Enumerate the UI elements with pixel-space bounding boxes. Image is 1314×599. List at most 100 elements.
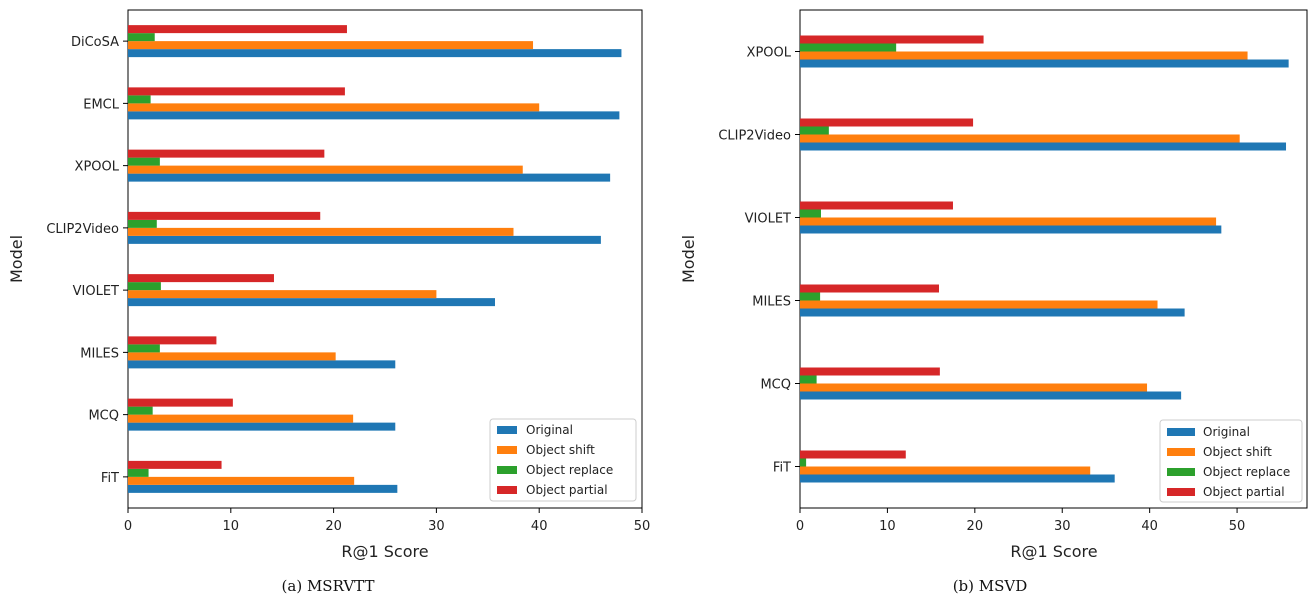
legend: Original Object shift Object replace Obj… [1159, 419, 1303, 503]
y-tick-label-miles: MILES [752, 295, 791, 310]
bar-fit-object-partial [128, 460, 222, 469]
bar-mcq-original [128, 422, 396, 431]
bar-dicosa-object-replace [128, 33, 155, 42]
legend-label-original: Original [526, 423, 573, 437]
bar-mcq-original [800, 391, 1182, 400]
bar-miles-object-partial [800, 284, 939, 293]
bar-xpool-original [800, 59, 1289, 68]
bar-violet-original [800, 225, 1222, 234]
legend-box [1159, 419, 1303, 503]
legend-swatch-object-replace [1167, 468, 1195, 476]
legend-label-object-replace: Object replace [526, 463, 613, 477]
bar-violet-object-replace [800, 209, 821, 218]
bar-fit-object-shift [128, 476, 355, 485]
bar-clip2video-object-replace [128, 219, 157, 228]
legend-swatch-original [497, 426, 517, 434]
x-tick-label-40: 40 [531, 519, 548, 534]
x-axis-label: R@1 Score [1010, 542, 1097, 561]
y-tick-label-fit: FiT [773, 461, 791, 476]
y-tick-label-fit: FiT [101, 471, 119, 486]
legend-label-original: Original [1203, 425, 1250, 439]
legend: Original Object shift Object replace Obj… [489, 418, 637, 502]
bar-marks [128, 25, 622, 493]
bar-xpool-object-replace [800, 43, 897, 52]
caption-msvd: (b) MSVD [953, 577, 1028, 595]
x-tick-label-0: 0 [124, 519, 132, 534]
bar-xpool-object-shift [128, 165, 523, 174]
x-tick-group: 0 10 20 30 40 50 [796, 508, 1245, 534]
x-tick-label-50: 50 [634, 519, 651, 534]
bar-miles-original [800, 308, 1185, 317]
y-tick-label-clip2video: CLIP2Video [46, 222, 119, 237]
x-tick-group: 0 10 20 30 40 50 [124, 508, 650, 534]
legend-swatch-object-partial [1167, 488, 1195, 496]
bar-emcl-object-partial [128, 87, 345, 96]
bar-fit-original [128, 484, 398, 493]
y-tick-label-violet: VIOLET [745, 212, 791, 227]
y-tick-label-miles: MILES [80, 346, 119, 361]
bar-miles-object-replace [800, 292, 821, 301]
bar-fit-object-shift [800, 466, 1091, 475]
legend-label-object-partial: Object partial [1203, 485, 1285, 499]
bar-mcq-object-shift [800, 383, 1148, 392]
bar-clip2video-object-replace [800, 126, 829, 135]
legend-swatch-object-replace [497, 466, 517, 474]
x-tick-label-20: 20 [967, 519, 984, 534]
bar-clip2video-original [128, 235, 601, 244]
bar-clip2video-original [800, 142, 1287, 151]
bar-miles-original [128, 360, 396, 369]
x-tick-label-10: 10 [879, 519, 896, 534]
bar-clip2video-object-partial [800, 118, 974, 127]
bar-emcl-object-replace [128, 95, 151, 104]
bar-xpool-original [128, 173, 611, 182]
bar-marks [800, 35, 1289, 483]
bar-mcq-object-shift [128, 414, 354, 423]
y-tick-label-mcq: MCQ [760, 378, 791, 393]
y-tick-label-dicosa: DiCoSA [71, 35, 119, 50]
bar-fit-object-replace [800, 458, 807, 467]
bar-xpool-object-replace [128, 157, 160, 166]
legend-swatch-object-partial [497, 486, 517, 494]
bar-dicosa-object-shift [128, 41, 534, 50]
bar-violet-object-shift [800, 217, 1217, 226]
bar-emcl-original [128, 111, 620, 120]
legend-label-object-replace: Object replace [1203, 465, 1290, 479]
y-tick-group: FiT MCQ MILES VIOLET CLIP2Video XPOOL [718, 46, 800, 476]
legend-swatch-object-shift [497, 446, 517, 454]
bar-emcl-object-shift [128, 103, 540, 112]
bar-violet-object-partial [128, 274, 274, 283]
y-axis-label: Model [679, 235, 698, 283]
legend-box [489, 418, 637, 502]
bar-violet-object-replace [128, 282, 161, 291]
y-tick-group: FiT MCQ MILES VIOLET CLIP2Video XPOOL EMCL DiCo… [46, 35, 128, 486]
legend-label-object-shift: Object shift [526, 443, 595, 457]
x-tick-label-50: 50 [1229, 519, 1246, 534]
x-tick-label-20: 20 [325, 519, 342, 534]
x-tick-label-30: 30 [428, 519, 445, 534]
y-tick-label-xpool: XPOOL [75, 160, 120, 175]
y-tick-label-clip2video: CLIP2Video [718, 129, 791, 144]
x-tick-label-30: 30 [1054, 519, 1071, 534]
bar-violet-object-shift [128, 290, 437, 299]
bar-xpool-object-shift [800, 51, 1248, 60]
bar-dicosa-original [128, 49, 622, 58]
legend-label-object-shift: Object shift [1203, 445, 1272, 459]
x-tick-label-40: 40 [1141, 519, 1158, 534]
bar-xpool-object-partial [800, 35, 984, 44]
bar-miles-object-partial [128, 336, 217, 345]
bar-miles-object-shift [800, 300, 1158, 309]
legend-swatch-original [1167, 428, 1195, 436]
bar-violet-object-partial [800, 201, 953, 210]
y-tick-label-xpool: XPOOL [747, 46, 792, 61]
bar-violet-original [128, 298, 495, 307]
bar-dicosa-object-partial [128, 25, 347, 34]
caption-msrvtt: (a) MSRVTT [282, 577, 375, 595]
y-tick-label-mcq: MCQ [88, 409, 119, 424]
bar-miles-object-shift [128, 352, 336, 361]
x-tick-label-10: 10 [223, 519, 240, 534]
bar-mcq-object-replace [800, 375, 817, 384]
bar-fit-object-partial [800, 450, 906, 459]
plot-frame [127, 9, 643, 509]
bar-fit-object-replace [128, 468, 149, 477]
